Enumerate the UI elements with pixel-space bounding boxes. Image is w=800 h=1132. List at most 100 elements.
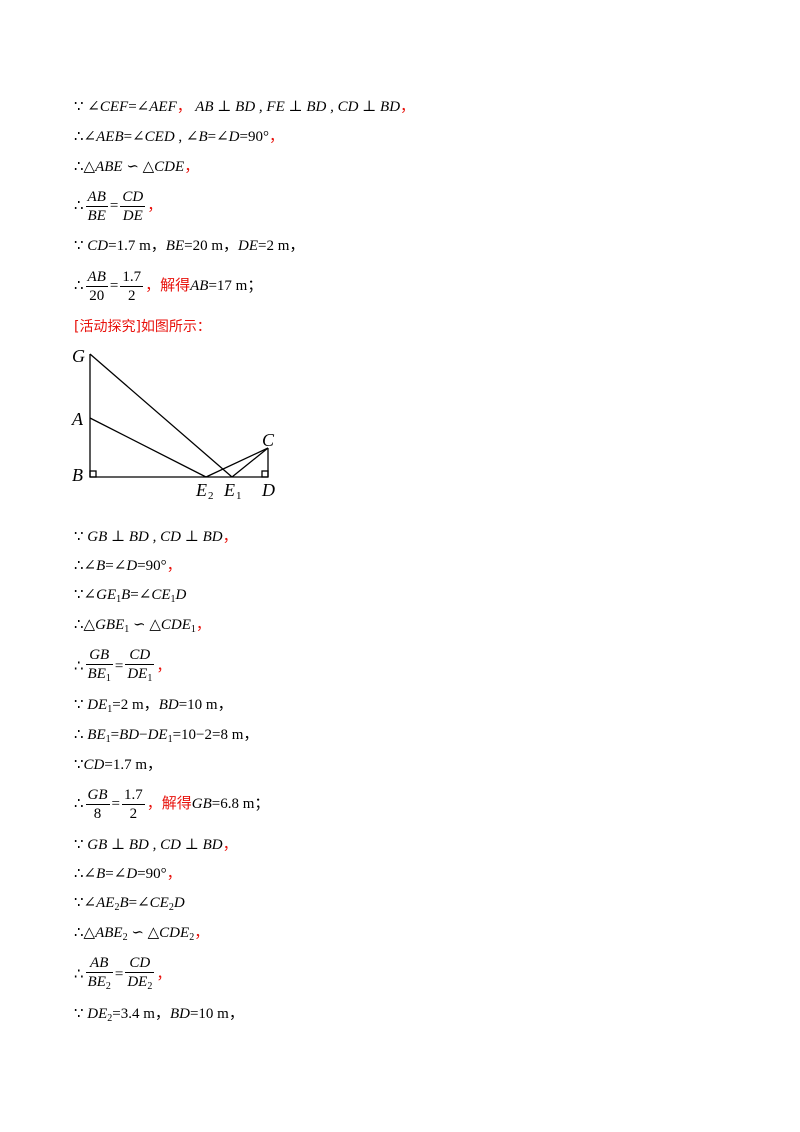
proof-line-2: ∴∠AEB=∠CED , ∠B=∠D=90°， <box>74 128 284 146</box>
math-op: , <box>174 129 186 145</box>
math-term: AB <box>190 277 209 294</box>
punct: ， <box>194 925 210 941</box>
solve-text: ，解得 <box>145 277 191 294</box>
numerator: 1.7 <box>120 269 144 287</box>
subscript: 1 <box>107 704 113 715</box>
denominator-term: DE <box>127 974 148 990</box>
math-term: D <box>173 895 185 911</box>
denominator: 20 <box>89 288 105 304</box>
numerator: CD <box>120 189 146 207</box>
math-value: =10 m， <box>189 1006 244 1022</box>
numerator: GB <box>85 787 110 805</box>
fraction: 1.7 2 <box>122 786 145 823</box>
math-term: B <box>121 587 131 603</box>
denominator: DE1 <box>125 665 154 688</box>
denominator: 2 <box>127 288 136 304</box>
math-term: ∠CED <box>132 129 175 145</box>
subscript: 1 <box>167 734 173 745</box>
right-angle-mark-B <box>89 470 97 478</box>
because-symbol: ∵ <box>74 529 88 545</box>
proof-line-13: ∴ BE1=BD−DE1=10−2=8 m， <box>74 726 258 749</box>
punct: ， <box>176 99 192 115</box>
math-value: =90° <box>137 866 167 882</box>
punct: ， <box>195 617 211 633</box>
segment-E2C <box>205 447 269 478</box>
denominator-term: BE <box>87 974 106 990</box>
fraction: AB BE <box>85 188 108 225</box>
numerator: AB <box>85 269 108 287</box>
subscript: 2 <box>105 981 111 992</box>
because-symbol: ∵ <box>74 837 88 853</box>
subscript: 1 <box>190 624 196 635</box>
fraction: GB BE1 <box>85 646 113 688</box>
proof-line-15: ∴ GB 8 = 1.7 2 ，解得 GB =6.8 m； <box>74 786 269 823</box>
math-value: =2 m， <box>112 697 159 713</box>
proof-line-7: ∵ GB ⊥ BD , CD ⊥ BD， <box>74 528 238 546</box>
proof-line-4: ∴ AB BE = CD DE， <box>74 188 162 225</box>
math-term: ∠B <box>83 558 106 574</box>
fraction: GB 8 <box>85 786 110 823</box>
subscript: 1 <box>105 673 111 684</box>
punct: ， <box>222 837 238 853</box>
proof-line-12: ∵ DE1=2 m，BD=10 m， <box>74 696 233 719</box>
math-term: AB ⊥ BD , FE ⊥ BD , CD ⊥ BD <box>191 99 401 115</box>
math-term: ∽ △CDE <box>129 617 191 633</box>
math-term: DE <box>87 1006 108 1022</box>
math-term: ∠B <box>83 866 106 882</box>
label-E1-subscript: 1 <box>236 490 242 502</box>
math-term: BD <box>119 727 140 743</box>
math-term: BD <box>169 1006 190 1022</box>
solve-text: ，解得 <box>146 795 192 812</box>
math-value: =20 m， <box>184 238 238 254</box>
punct: ， <box>166 866 182 882</box>
geometry-diagram: G A B C D E E 2 1 <box>71 346 275 502</box>
therefore-symbol: ∴ <box>74 277 84 294</box>
proof-line-17: ∴∠B=∠D=90°， <box>74 865 182 883</box>
fraction: 1.7 2 <box>120 268 144 305</box>
punct: ， <box>147 197 163 214</box>
math-op: = <box>105 558 114 574</box>
numerator: AB <box>85 189 108 207</box>
math-term: ∠CE <box>137 895 169 911</box>
label-E2-subscript: 2 <box>208 490 214 502</box>
proof-line-19: ∴△ABE2 ∽ △CDE2， <box>74 924 209 947</box>
math-value: =1.7 m， <box>108 238 166 254</box>
denominator: 2 <box>129 806 138 822</box>
label-D: D <box>261 480 275 500</box>
math-op: = <box>114 966 124 983</box>
subscript: 1 <box>116 594 122 605</box>
label-B: B <box>72 465 83 485</box>
because-symbol: ∵ <box>74 99 88 115</box>
denominator-term: BE <box>87 666 106 682</box>
segment-GE1 <box>89 353 233 478</box>
math-term: ∠AE <box>83 895 115 911</box>
punct: ， <box>166 558 182 574</box>
subscript: 2 <box>114 902 120 913</box>
proof-line-20: ∴ AB BE2 = CD DE2， <box>74 954 171 996</box>
denominator-term: DE <box>127 666 148 682</box>
because-symbol: ∵ <box>74 757 84 773</box>
proof-line-3: ∴△ABE ∽ △CDE， <box>74 158 199 176</box>
because-symbol: ∵ <box>74 587 84 603</box>
math-value: =6.8 m； <box>211 795 270 812</box>
math-term: ∠CEF <box>87 99 129 115</box>
proof-line-6: ∴ AB 20 = 1.7 2 ，解得AB=17 m； <box>74 268 262 305</box>
therefore-symbol: ∴ <box>74 617 84 633</box>
math-op: = <box>111 795 121 812</box>
math-term: DE <box>147 727 168 743</box>
therefore-symbol: ∴ <box>74 966 84 983</box>
proof-line-18: ∵∠AE2B=∠CE2D <box>74 894 185 917</box>
punct: ， <box>156 966 172 983</box>
therefore-symbol: ∴ <box>74 658 84 675</box>
math-op: = <box>109 277 119 294</box>
subscript: 1 <box>124 624 130 635</box>
math-term: ∽ △CDE <box>127 925 190 941</box>
math-term: DE <box>238 238 258 254</box>
math-term: ∠AEF <box>136 99 177 115</box>
denominator: DE <box>122 208 143 224</box>
math-value: =90° <box>137 558 167 574</box>
math-value: =90° <box>239 129 269 145</box>
fraction: AB BE2 <box>85 954 113 996</box>
math-term: ∠D <box>113 558 138 574</box>
therefore-symbol: ∴ <box>74 795 84 812</box>
